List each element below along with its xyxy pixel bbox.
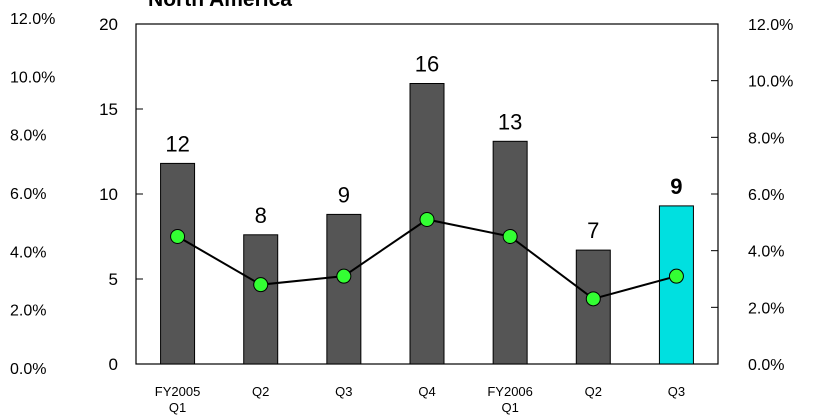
x-tick-label: Q1: [501, 400, 518, 415]
right-axis-tick-label: 12.0%: [748, 17, 793, 34]
right-axis-tick-label: 2.0%: [748, 300, 784, 317]
bar-highlight: [658, 205, 694, 365]
bar: [492, 140, 528, 365]
ratio-marker: [419, 212, 435, 227]
right-axis-tick-label: 4.0%: [748, 244, 784, 261]
bar-value-label: 9: [670, 174, 682, 199]
bar-value-label: 9: [338, 182, 350, 207]
right-axis-tick-label: 0.0%: [748, 357, 784, 374]
bar-value-label: 7: [587, 218, 599, 243]
ratio-marker: [585, 291, 601, 307]
ratio-marker: [502, 229, 518, 244]
left-axis-tick-label: 15: [99, 100, 118, 119]
left-axis-tick-label: 5: [109, 270, 118, 289]
right-axis-tick-label: 8.0%: [748, 130, 784, 147]
outer-left-tick-label: 12.0%: [10, 11, 55, 28]
bar: [243, 234, 279, 365]
bar-value-label: 13: [498, 109, 522, 134]
x-tick-label: Q2: [252, 384, 269, 399]
ratio-marker: [336, 268, 352, 284]
x-tick-label: Q3: [335, 384, 352, 399]
right-axis-tick-label: 6.0%: [748, 187, 784, 204]
left-axis-tick-label: 10: [99, 185, 118, 204]
x-tick-label: Q1: [169, 400, 186, 415]
x-tick-label: Q3: [668, 384, 685, 399]
outer-left-tick-label: 4.0%: [10, 244, 46, 261]
bar-value-label: 8: [255, 203, 267, 228]
bar: [575, 249, 611, 365]
ratio-marker: [668, 268, 684, 284]
outer-left-tick-label: 6.0%: [10, 186, 46, 203]
ratio-marker: [170, 229, 186, 244]
x-tick-label: FY2005: [155, 384, 201, 399]
ratio-marker: [253, 277, 269, 293]
bar: [326, 213, 362, 365]
x-tick-label: FY2006: [487, 384, 533, 399]
left-axis-tick-label: 0: [109, 355, 118, 374]
chart-title: North America: [148, 0, 292, 11]
right-axis-tick-label: 10.0%: [748, 74, 793, 91]
x-tick-label: Q2: [585, 384, 602, 399]
bar-value-label: 16: [415, 52, 439, 77]
outer-left-tick-label: 8.0%: [10, 128, 46, 145]
x-tick-label: Q4: [418, 384, 435, 399]
outer-left-tick-label: 10.0%: [10, 69, 55, 86]
bar-value-label: 12: [165, 131, 189, 156]
left-axis-tick-label: 20: [99, 15, 118, 34]
outer-left-tick-label: 2.0%: [10, 303, 46, 320]
bar: [160, 162, 196, 365]
outer-left-tick-label: 0.0%: [10, 361, 46, 378]
